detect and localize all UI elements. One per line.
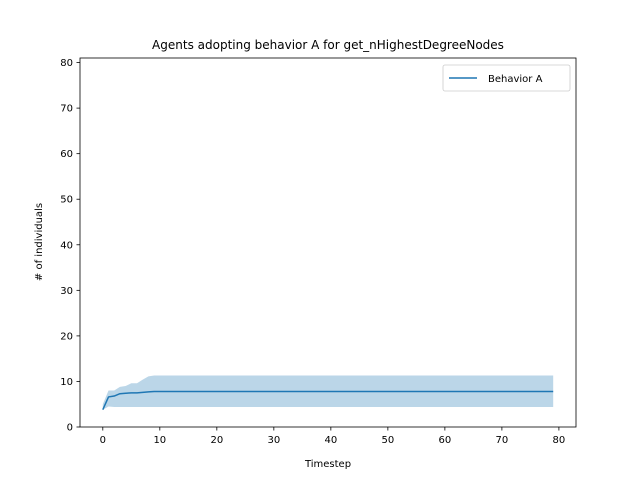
- y-tick-label: 50: [60, 195, 73, 206]
- y-tick-label: 30: [60, 286, 73, 297]
- plot-frame: [79, 57, 577, 428]
- legend-label-behavior-a: Behavior A: [488, 74, 543, 85]
- x-tick-label: 80: [553, 435, 566, 446]
- y-axis-label: # of individuals: [34, 203, 45, 281]
- plot-area: [102, 375, 554, 410]
- x-tick-label: 30: [267, 435, 280, 446]
- x-axis-label: Timestep: [304, 459, 351, 470]
- legend-box: [442, 64, 571, 92]
- y-tick-label: 10: [60, 377, 73, 388]
- x-tick-label: 70: [496, 435, 509, 446]
- y-axis: 0 10 20 30 40 50 60 70 80: [60, 58, 80, 434]
- y-tick-label: 20: [60, 331, 73, 342]
- x-tick-label: 60: [439, 435, 452, 446]
- x-tick-label: 10: [153, 435, 166, 446]
- x-tick-label: 0: [100, 435, 106, 446]
- y-tick-label: 60: [60, 149, 73, 160]
- y-tick-label: 40: [60, 240, 73, 251]
- chart-title: Agents adopting behavior A for get_nHigh…: [152, 38, 504, 52]
- x-tick-label: 50: [381, 435, 394, 446]
- x-tick-label: 40: [324, 435, 337, 446]
- series-line-0: [102, 390, 554, 410]
- y-tick-label: 80: [60, 58, 73, 69]
- x-axis: 0 10 20 30 40 50 60 70 80: [100, 427, 566, 446]
- y-tick-label: 70: [60, 104, 73, 115]
- x-tick-label: 20: [210, 435, 223, 446]
- y-tick-label: 0: [67, 423, 73, 434]
- legend: Behavior A: [442, 64, 571, 92]
- series-band-0: [102, 375, 554, 410]
